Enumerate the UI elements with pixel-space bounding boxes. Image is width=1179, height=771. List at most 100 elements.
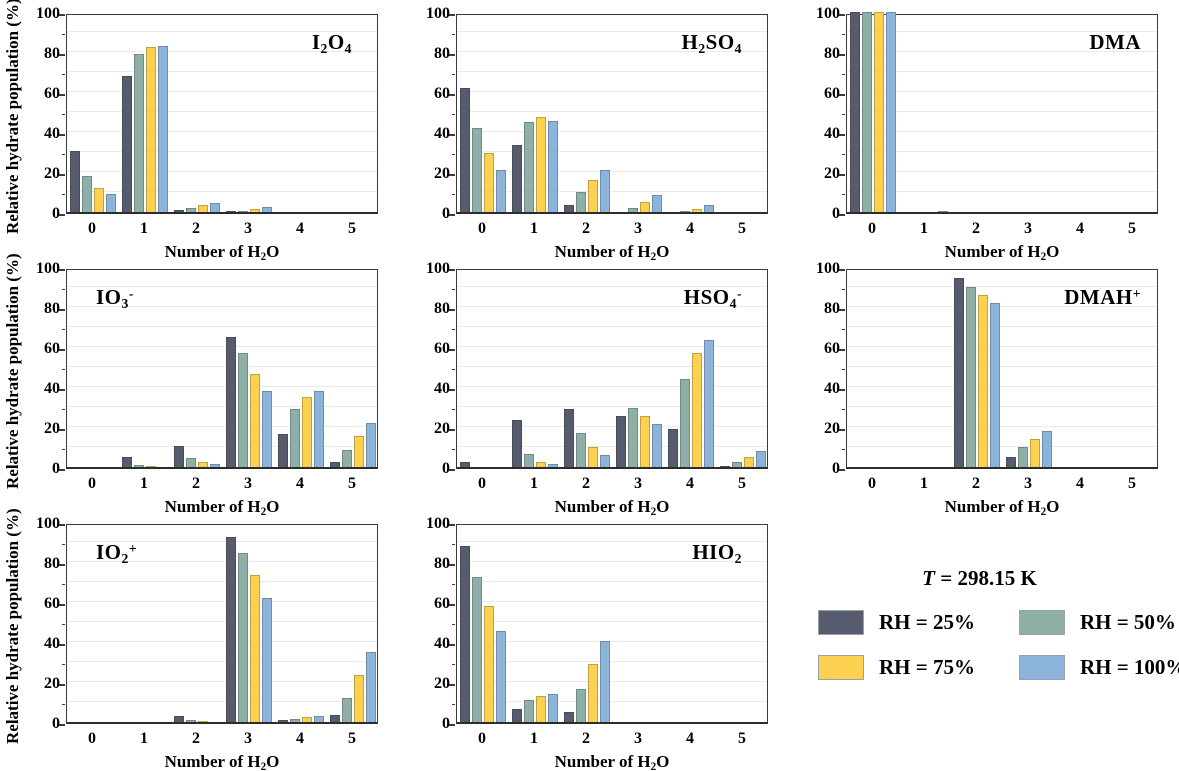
x-axis-title: Number of H2O <box>944 242 1060 264</box>
gridline <box>457 366 767 367</box>
y-tick <box>839 389 845 391</box>
bar <box>512 420 522 467</box>
gridline <box>67 71 377 72</box>
y-minor-tick <box>841 194 845 196</box>
x-tick-label: 5 <box>348 220 356 237</box>
y-tick <box>839 309 845 311</box>
y-tick <box>59 349 65 351</box>
bar <box>226 537 236 722</box>
bar <box>512 709 522 722</box>
gridline <box>847 446 1157 447</box>
y-tick-label: 0 <box>52 205 60 222</box>
y-tick-label: 80 <box>434 555 450 572</box>
bar <box>472 577 482 722</box>
y-axis-title: Relative hydrate population (%) <box>3 0 22 234</box>
bar-group <box>717 270 769 467</box>
x-tick-label: 0 <box>868 475 876 492</box>
x-tick-label: 1 <box>920 220 928 237</box>
gridline <box>847 151 1157 152</box>
y-tick <box>59 469 65 471</box>
bar-group <box>899 15 951 212</box>
x-tick-label: 5 <box>1128 220 1136 237</box>
bar <box>600 170 610 212</box>
bar <box>1006 457 1016 467</box>
y-tick <box>59 174 65 176</box>
x-tick-label: 1 <box>140 475 148 492</box>
legend-entry-label: RH = 50% <box>1079 610 1176 634</box>
y-minor-tick <box>61 449 65 451</box>
y-tick-label: 40 <box>434 125 450 142</box>
y-tick-label: 80 <box>44 555 60 572</box>
y-tick <box>839 429 845 431</box>
x-tick-label: 3 <box>634 220 642 237</box>
y-tick <box>839 349 845 351</box>
gridline <box>67 621 377 622</box>
bar <box>496 631 506 722</box>
bar <box>122 457 132 467</box>
bar-group <box>613 270 665 467</box>
y-axis-title: Relative hydrate population (%) <box>3 508 22 744</box>
x-tick-label: 4 <box>686 475 694 492</box>
x-tick-label: 2 <box>582 730 590 747</box>
x-tick-label: 0 <box>88 475 96 492</box>
bar <box>146 466 156 467</box>
panel-title: DMAH+ <box>1064 285 1141 309</box>
y-minor-tick <box>61 664 65 666</box>
bar <box>290 409 300 467</box>
gridline <box>457 406 767 407</box>
bar-group <box>561 15 613 212</box>
y-tick-label: 100 <box>36 515 60 532</box>
x-tick-label: 1 <box>140 730 148 747</box>
bar <box>238 553 248 722</box>
x-tick-label: 4 <box>296 220 304 237</box>
chart-panel-HIO2: 0 20 40 60 80 100 HIO2 0 1 2 3 4 5 Number of H2O <box>390 510 780 771</box>
bar <box>330 715 340 722</box>
x-axis-title: Number of H2O <box>554 752 670 771</box>
gridline <box>457 326 767 327</box>
legend-swatch <box>818 655 864 680</box>
gridline <box>847 326 1157 327</box>
y-tick <box>59 564 65 566</box>
legend-swatch <box>1018 610 1065 635</box>
bar <box>628 208 638 212</box>
bar-group <box>613 15 665 212</box>
y-tick-label: 100 <box>36 5 60 22</box>
y-tick-label: 60 <box>824 85 840 102</box>
y-minor-tick <box>451 154 455 156</box>
y-minor-tick <box>61 34 65 36</box>
y-axis-title: Relative hydrate population (%) <box>3 253 22 489</box>
bar-group <box>327 270 379 467</box>
gridline <box>67 561 377 562</box>
bar <box>692 209 702 212</box>
x-axis-title: Number of H2O <box>944 497 1060 519</box>
legend-swatch <box>1018 655 1065 680</box>
temperature-label: T = 298.15 K <box>922 566 1037 590</box>
gridline <box>67 681 377 682</box>
legend-entry-label: RH = 100% <box>1079 655 1179 679</box>
bar <box>966 287 976 467</box>
gridline <box>457 346 767 347</box>
bar <box>278 434 288 467</box>
y-tick-label: 60 <box>44 595 60 612</box>
bar <box>652 195 662 212</box>
gridline <box>847 131 1157 132</box>
y-tick-label: 40 <box>434 635 450 652</box>
y-tick-label: 0 <box>442 715 450 732</box>
y-tick <box>449 269 455 271</box>
x-tick-label: 0 <box>88 730 96 747</box>
gridline <box>847 286 1157 287</box>
gridline <box>67 171 377 172</box>
bar <box>290 719 300 722</box>
y-tick-label: 60 <box>44 85 60 102</box>
x-tick-label: 1 <box>140 220 148 237</box>
bar <box>302 397 312 467</box>
y-tick-label: 20 <box>434 675 450 692</box>
bar <box>680 211 690 212</box>
y-minor-tick <box>451 624 455 626</box>
chart-panel-DMAH+: 0 20 40 60 80 100 DMAH+ 0 1 2 3 4 5 Number of H2O <box>780 255 1179 518</box>
gridline <box>457 641 767 642</box>
bar-group <box>275 525 327 722</box>
y-minor-tick <box>841 369 845 371</box>
bar <box>250 374 260 467</box>
bar-group <box>171 525 223 722</box>
